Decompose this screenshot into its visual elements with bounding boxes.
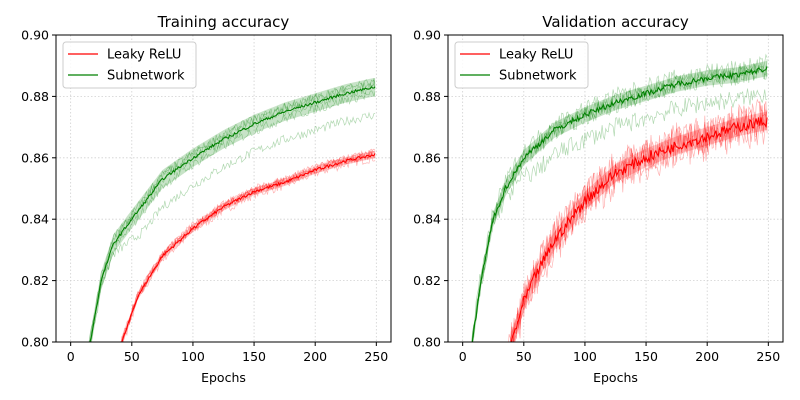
legend: Leaky ReLU Subnetwork bbox=[454, 41, 589, 89]
chart-0: 0 50 100 150 200 250 0.80 0.82 0.84 0.86 0.88 0.90 T… bbox=[21, 13, 392, 385]
y-tick-label: 0.80 bbox=[21, 335, 49, 350]
y-tick-label: 0.84 bbox=[413, 212, 441, 227]
run-line bbox=[509, 110, 768, 342]
y-tick-label: 0.80 bbox=[413, 335, 441, 350]
x-tick-label: 200 bbox=[695, 349, 719, 364]
y-tick-label: 0.82 bbox=[21, 273, 49, 288]
legend-label: Subnetwork bbox=[107, 69, 185, 84]
series-subnetwork bbox=[471, 53, 768, 342]
x-tick-label: 50 bbox=[516, 349, 532, 364]
run-line bbox=[89, 83, 376, 342]
chart-title: Training accuracy bbox=[157, 13, 290, 31]
run-line bbox=[471, 53, 768, 342]
run-line bbox=[471, 88, 768, 342]
y-tick-label: 0.86 bbox=[413, 150, 441, 165]
mean-line bbox=[471, 66, 768, 342]
y-tick-label: 0.88 bbox=[413, 89, 441, 104]
run-line bbox=[121, 150, 376, 342]
run-line bbox=[121, 148, 376, 342]
y-tick-label: 0.88 bbox=[21, 89, 49, 104]
series-leaky-relu bbox=[508, 98, 768, 342]
confidence-band bbox=[471, 61, 768, 342]
y-tick-label: 0.90 bbox=[21, 28, 49, 43]
run-line bbox=[471, 65, 768, 342]
run-line bbox=[510, 98, 768, 342]
run-line bbox=[472, 63, 768, 342]
x-tick-label: 50 bbox=[124, 349, 140, 364]
chart-1: 0 50 100 150 200 250 0.80 0.82 0.84 0.86 0.88 0.90 V… bbox=[413, 13, 784, 385]
legend-label: Subnetwork bbox=[499, 69, 577, 84]
y-tick-label: 0.90 bbox=[413, 28, 441, 43]
confidence-band bbox=[88, 78, 376, 342]
x-tick-label: 0 bbox=[67, 349, 75, 364]
x-tick-label: 0 bbox=[459, 349, 467, 364]
chart-title: Validation accuracy bbox=[542, 13, 689, 31]
mean-line bbox=[121, 153, 376, 342]
legend: Leaky ReLU Subnetwork bbox=[62, 41, 197, 89]
mean-line bbox=[89, 86, 376, 342]
y-tick-label: 0.82 bbox=[413, 273, 441, 288]
legend-label: Leaky ReLU bbox=[499, 48, 573, 63]
x-axis-label: Epochs bbox=[201, 370, 246, 385]
axes-frame bbox=[55, 34, 392, 343]
run-line bbox=[120, 150, 376, 342]
series-leaky-relu bbox=[120, 148, 376, 342]
y-tick-label: 0.84 bbox=[21, 212, 49, 227]
run-line bbox=[88, 79, 376, 342]
confidence-band bbox=[121, 151, 376, 342]
y-tick-label: 0.86 bbox=[21, 150, 49, 165]
x-tick-label: 150 bbox=[242, 349, 266, 364]
plot-area bbox=[471, 53, 768, 342]
x-tick-label: 250 bbox=[756, 349, 780, 364]
run-line bbox=[90, 90, 376, 342]
x-tick-label: 250 bbox=[364, 349, 388, 364]
x-tick-label: 150 bbox=[634, 349, 658, 364]
run-line bbox=[122, 152, 376, 342]
legend-label: Leaky ReLU bbox=[107, 48, 181, 63]
series-subnetwork bbox=[88, 78, 376, 342]
x-tick-label: 100 bbox=[181, 349, 205, 364]
axes-frame bbox=[447, 34, 784, 343]
run-line bbox=[88, 78, 376, 342]
confidence-band bbox=[509, 111, 768, 342]
run-line bbox=[120, 148, 376, 342]
x-tick-label: 100 bbox=[573, 349, 597, 364]
mean-line bbox=[510, 117, 768, 342]
run-line bbox=[90, 111, 376, 342]
plot-area bbox=[88, 78, 376, 342]
x-tick-label: 200 bbox=[303, 349, 327, 364]
x-axis-label: Epochs bbox=[593, 370, 638, 385]
